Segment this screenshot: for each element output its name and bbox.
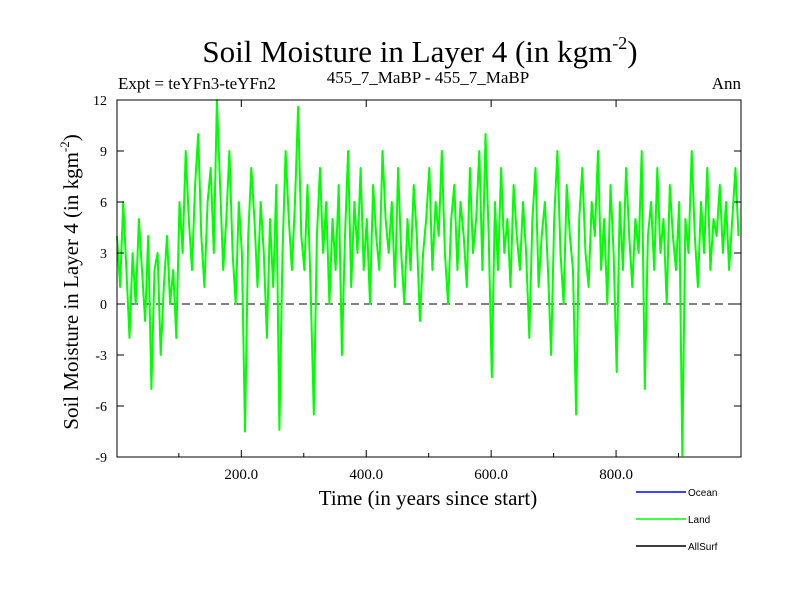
y-tick-label: 9 [100,145,107,160]
x-tick-label: 200.0 [224,467,258,483]
y-tick-label: -6 [95,400,107,415]
subtitle-season: Ann [712,74,742,93]
legend: Ocean Land AllSurf [636,488,718,553]
chart-title-exponent: -2 [612,33,627,53]
y-tick-label: -9 [95,451,107,466]
plot-area: -9 -6 -3 0 3 6 9 12 200.0 400.0 600.0 800.0 [93,94,742,483]
y-tick-label: -3 [95,349,107,364]
subtitle-experiment: Expt = teYFn3-teYFn2 [118,74,276,93]
chart-title-suffix: ) [627,34,637,69]
x-tick-label: 600.0 [474,467,508,483]
x-tick-label: 400.0 [349,467,383,483]
y-tick-label: 0 [100,298,107,313]
subtitle-period: 455_7_MaBP - 455_7_MaBP [327,68,529,87]
legend-label-land: Land [688,515,710,526]
y-axis-label-suffix: ) [59,134,83,141]
y-axis-label: Soil Moisture in Layer 4 (in kgm-2) [57,134,83,429]
x-axis-label: Time (in years since start) [319,486,538,510]
chart-title: Soil Moisture in Layer 4 (in kgm-2) [202,33,637,69]
y-tick-label: 3 [100,247,107,262]
y-axis-label-text: Soil Moisture in Layer 4 (in kgm [59,152,83,430]
legend-label-ocean: Ocean [688,488,717,499]
y-tick-label: 6 [100,196,107,211]
y-tick-label: 12 [93,94,107,109]
chart-title-text: Soil Moisture in Layer 4 (in kgm [202,34,612,69]
series-line-land [116,99,740,457]
legend-label-allsurf: AllSurf [688,542,718,553]
x-tick-label: 800.0 [599,467,633,483]
y-axis-label-exponent: -2 [57,141,72,152]
